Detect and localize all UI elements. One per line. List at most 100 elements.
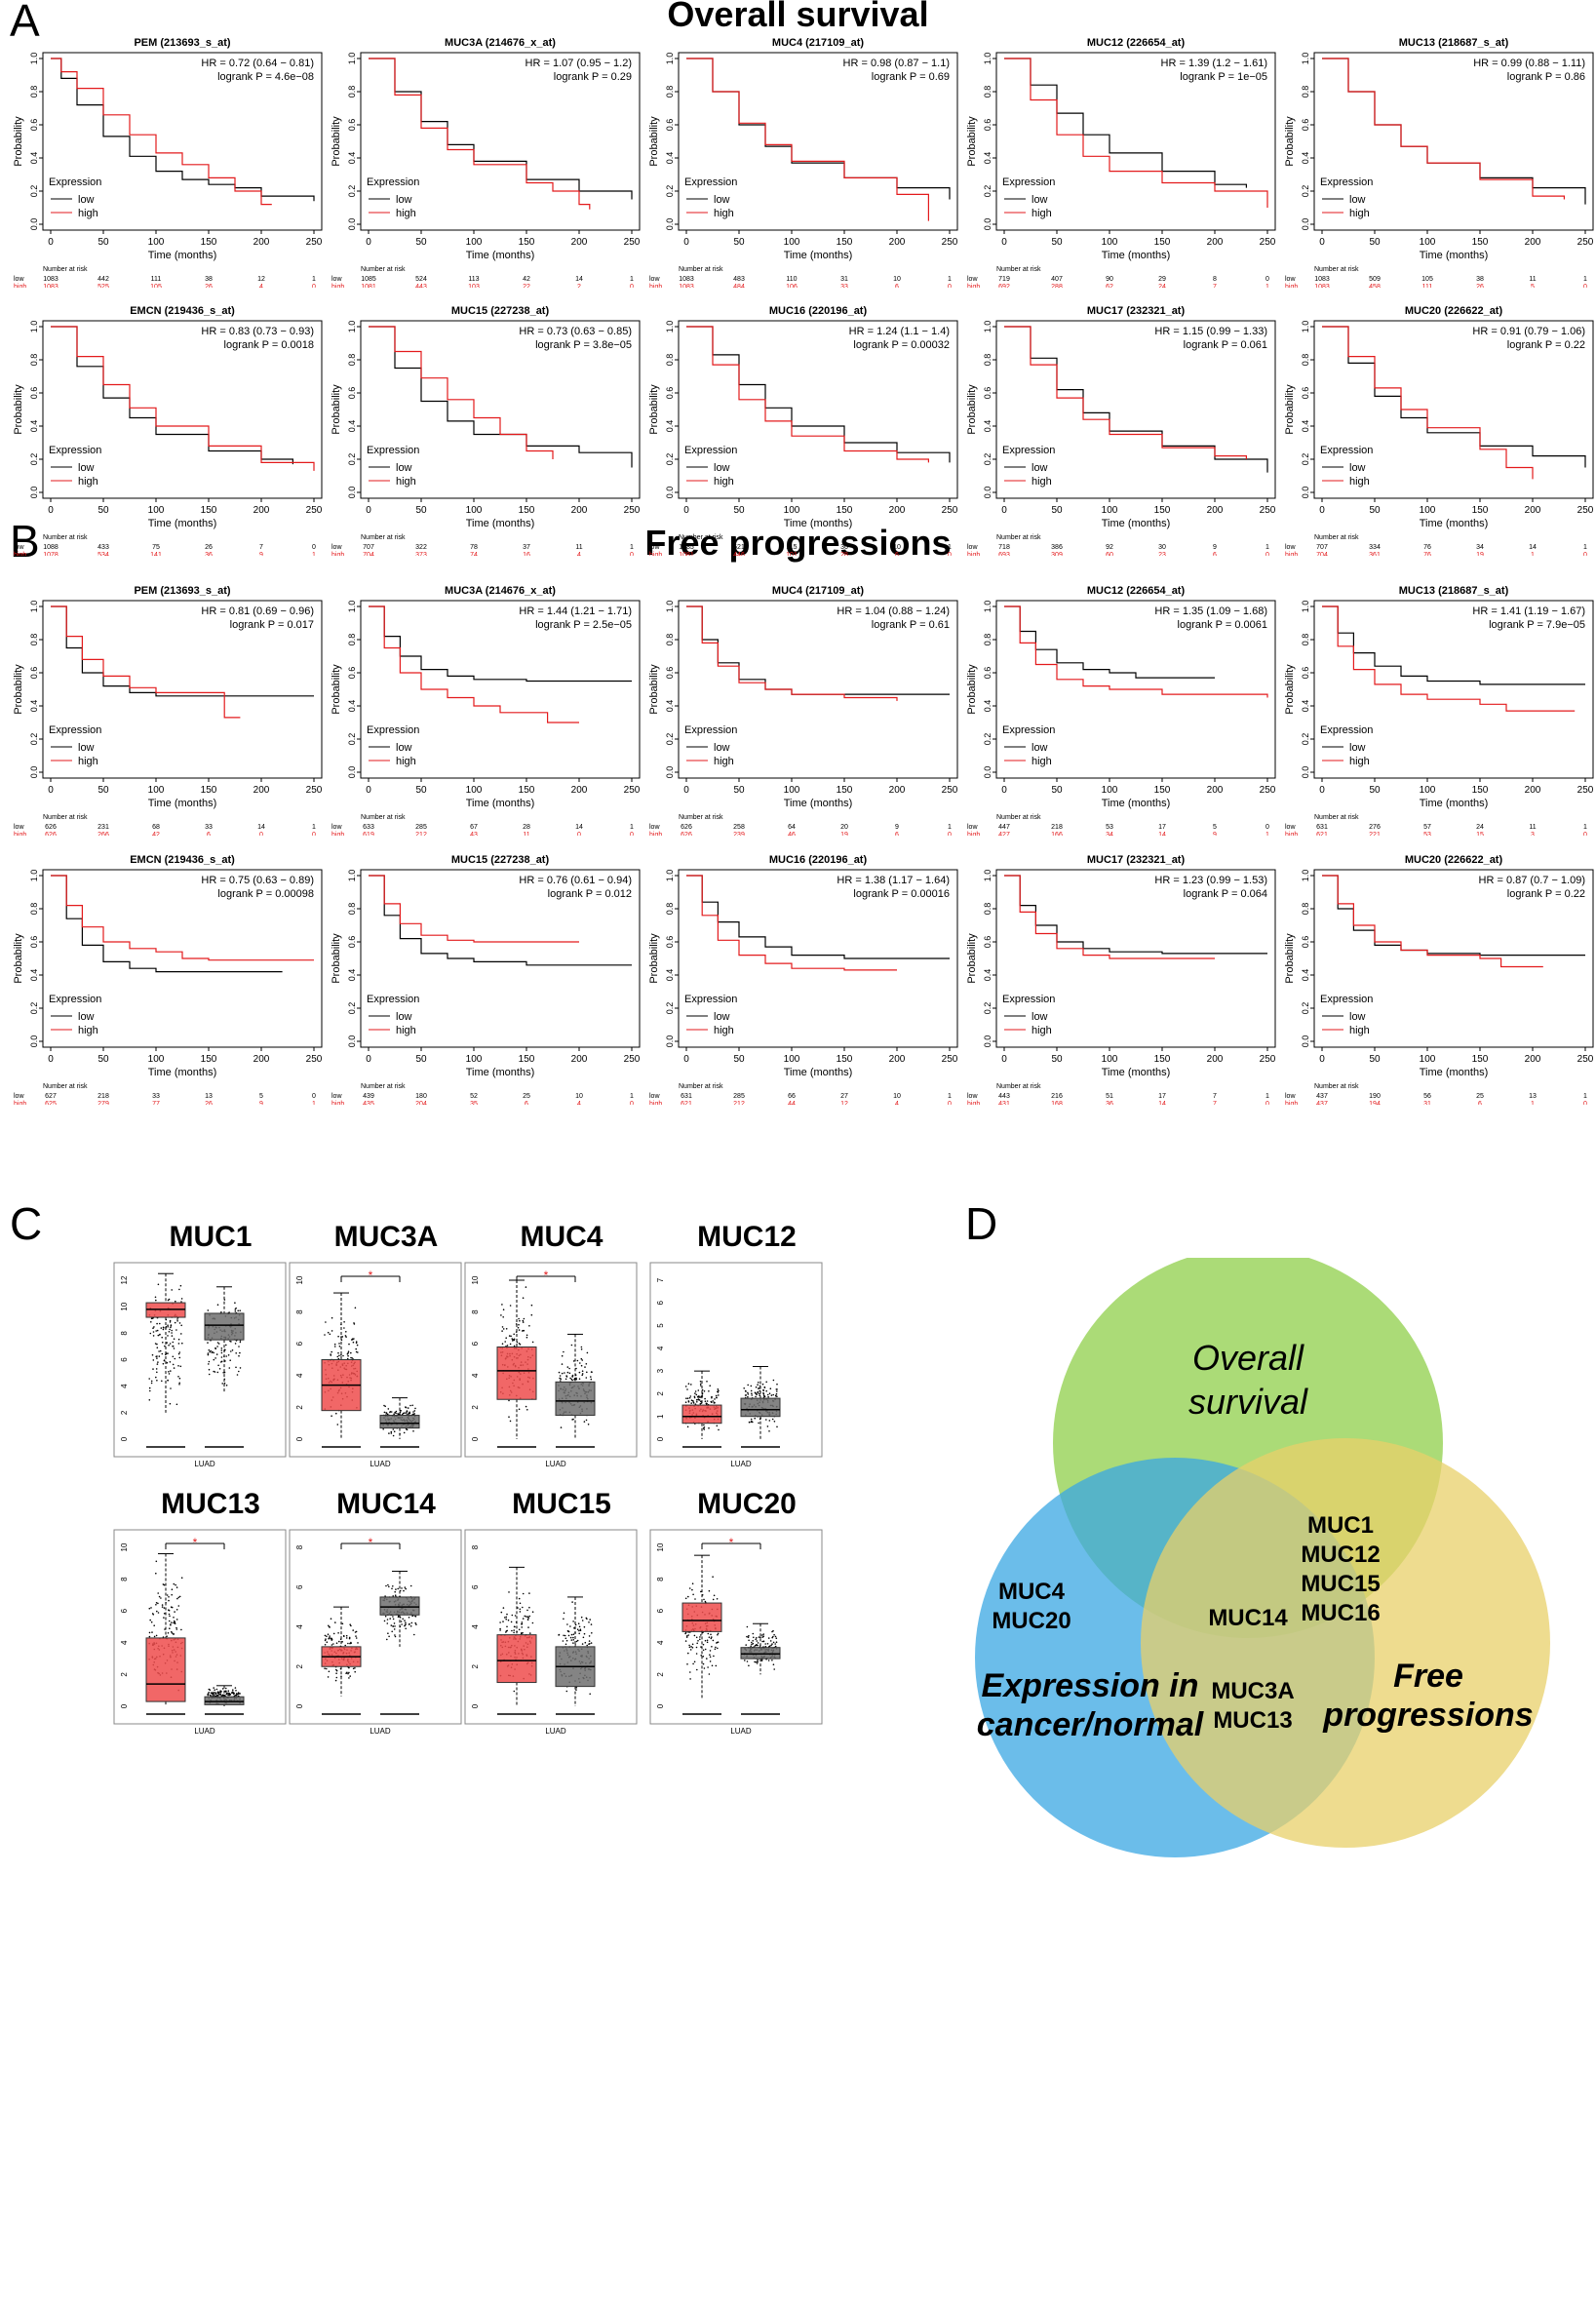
km-ytick-label: 0.6 [29, 387, 39, 400]
boxplot-point-tumor [157, 1602, 159, 1605]
boxplot-point-tumor [335, 1668, 337, 1671]
boxplot-point-normal [767, 1395, 769, 1398]
km-risk-high-value: 35 [470, 1101, 478, 1105]
km-xtick-label: 50 [1051, 785, 1063, 796]
km-risk-low-value: 180 [415, 1093, 427, 1100]
boxplot-point-normal [567, 1630, 569, 1632]
boxplot-point-tumor [150, 1621, 153, 1623]
km-risk-high-value: 619 [363, 832, 374, 836]
km-curve-high [369, 605, 579, 723]
boxplot-point-normal [576, 1639, 579, 1642]
km-risk-low-label: low [331, 1093, 342, 1100]
boxplot-point-normal [580, 1616, 583, 1619]
boxplot-ytick-label: 10 [120, 1302, 129, 1310]
boxplot-point-normal [577, 1622, 580, 1624]
km-xtick-label: 250 [624, 1054, 641, 1065]
boxplot-label: LUAD [370, 1460, 391, 1468]
km-ytick-label: 0.2 [983, 453, 993, 466]
boxplot-point-normal [207, 1352, 210, 1354]
boxplot-point-tumor [501, 1304, 503, 1306]
km-risk-low-value: 1 [1265, 544, 1269, 551]
km-ytick-label: 0.4 [1301, 152, 1310, 165]
km-risk-high-value: 443 [415, 284, 427, 288]
venn-label-overall-2: survival [1188, 1382, 1308, 1422]
km-risk-low-value: 90 [1106, 276, 1113, 283]
venn-label-expression-1: Expression in [982, 1667, 1199, 1704]
km-risk-low-value: 1 [312, 824, 316, 831]
km-xlabel: Time (months) [466, 798, 535, 809]
boxplot-point-normal [569, 1625, 571, 1627]
boxplot-ytick-label: 2 [656, 1672, 665, 1677]
boxplot-point-tumor [332, 1643, 334, 1645]
boxplot-point-normal [411, 1615, 413, 1618]
venn-region-expr-fp-1: MUC13 [1213, 1707, 1292, 1734]
km-xtick-label: 50 [415, 237, 427, 248]
km-xtick-label: 100 [784, 505, 800, 516]
km-risk-high-value: 166 [1051, 832, 1063, 836]
km-risk-low-value: 1 [1265, 1093, 1269, 1100]
boxplot-point-tumor [327, 1676, 330, 1678]
boxplot-point-normal [579, 1362, 581, 1364]
boxplot-point-normal [771, 1418, 774, 1421]
boxplot-point-normal [227, 1692, 229, 1695]
km-ytick-label: 0.4 [983, 420, 993, 433]
km-xlabel: Time (months) [784, 250, 853, 261]
km-risk-low-value: 33 [152, 1093, 160, 1100]
km-risk-low-value: 407 [1051, 276, 1063, 283]
km-legend-high: high [78, 476, 98, 488]
boxplot-point-normal [581, 1370, 584, 1372]
boxplot-point-tumor [151, 1631, 153, 1633]
km-risk-high-value: 14 [1158, 832, 1166, 836]
km-xtick-label: 200 [253, 1054, 270, 1065]
km-risk-high-value: 3 [1531, 832, 1535, 836]
boxplot-ytick-label: 0 [120, 1436, 129, 1441]
boxplot-point-normal [761, 1640, 763, 1643]
boxplot-point-tumor [175, 1619, 178, 1621]
km-risk-high-value: 22 [523, 284, 530, 288]
km-risk-low-value: 10 [893, 544, 901, 551]
km-ytick-label: 0.0 [665, 487, 675, 499]
km-ytick-label: 0.8 [983, 634, 993, 646]
km-risk-low-value: 707 [363, 544, 374, 551]
boxplot-point-tumor [167, 1632, 170, 1634]
km-risk-low-value: 1 [630, 276, 634, 283]
boxplot-point-normal [394, 1625, 396, 1627]
boxplot-point-tumor [522, 1297, 525, 1299]
boxplot-point-tumor [704, 1397, 706, 1400]
km-risk-low-value: 7 [259, 544, 263, 551]
boxplot-point-normal [413, 1633, 415, 1636]
km-risk-high-value: 9 [1213, 832, 1217, 836]
km-risk-low-value: 439 [363, 1093, 374, 1100]
km-xtick-label: 150 [1472, 237, 1489, 248]
boxplot-point-tumor [706, 1639, 709, 1642]
boxplot-point-tumor [529, 1632, 531, 1634]
km-ytick-label: 0.2 [983, 1002, 993, 1015]
boxplot-point-tumor [171, 1632, 174, 1634]
boxplot-point-tumor [336, 1424, 339, 1425]
boxplot-point-tumor [522, 1319, 525, 1322]
boxplot-point-tumor [175, 1586, 178, 1588]
km-xtick-label: 50 [733, 237, 745, 248]
boxplot-point-tumor [531, 1621, 534, 1624]
km-xtick-label: 0 [683, 237, 689, 248]
boxplot-point-normal [762, 1640, 765, 1643]
km-risk-high-value: 288 [1051, 284, 1063, 288]
km-legend-low: low [1032, 742, 1048, 754]
km-ytick-label: 0.4 [29, 969, 39, 982]
boxplot-ytick-label: 1 [656, 1414, 665, 1419]
km-frame [42, 320, 323, 499]
boxplot-point-tumor [518, 1329, 521, 1331]
km-legend-low: low [714, 742, 730, 754]
boxplot-point-tumor [155, 1604, 157, 1606]
boxplot-label: LUAD [370, 1727, 391, 1736]
km-risk-low-value: 276 [1369, 824, 1381, 831]
boxplot-point-normal [772, 1379, 775, 1382]
km-plot-free_progressions-9: MUC20 (226622_at)HR = 0.87 (0.7 − 1.09)l… [1284, 854, 1594, 1105]
km-risk-high-value: 77 [152, 1101, 160, 1105]
km-legend-high: high [78, 1025, 98, 1036]
km-pvalue: logrank P = 0.017 [230, 619, 314, 631]
boxplot-point-tumor [162, 1328, 165, 1331]
boxplot-point-normal [754, 1417, 756, 1420]
km-xtick-label: 200 [1525, 1054, 1541, 1065]
boxplot-ytick-label: 0 [656, 1703, 665, 1708]
